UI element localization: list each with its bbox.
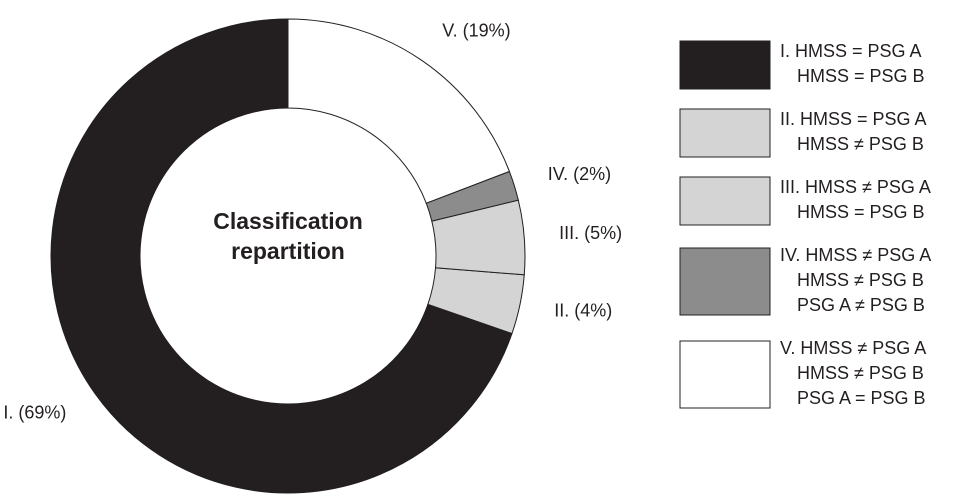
center-label: Classification — [213, 208, 363, 234]
legend-label: PSG A = PSG B — [797, 388, 926, 408]
data-label: III. (5%) — [559, 223, 622, 243]
legend-label: III. HMSS ≠ PSG A — [780, 177, 931, 197]
legend-swatch — [679, 340, 771, 409]
data-label: I. (69%) — [3, 403, 66, 423]
legend-swatch — [679, 40, 771, 90]
legend-swatch — [679, 108, 771, 158]
legend-label: V. HMSS ≠ PSG A — [780, 338, 926, 358]
legend-label: II. HMSS = PSG A — [780, 109, 927, 129]
legend-label: HMSS = PSG B — [797, 202, 925, 222]
legend-swatch — [679, 247, 771, 316]
legend-label: PSG A ≠ PSG B — [797, 295, 925, 315]
legend-label: HMSS ≠ PSG B — [797, 134, 924, 154]
legend-swatch — [679, 176, 771, 226]
legend-label: HMSS = PSG B — [797, 66, 925, 86]
data-label: V. (19%) — [442, 21, 510, 41]
center-label: repartition — [231, 238, 345, 264]
legend-label: HMSS ≠ PSG B — [797, 270, 924, 290]
donut-segment — [50, 18, 513, 494]
data-label: II. (4%) — [554, 300, 612, 320]
legend-label: I. HMSS = PSG A — [780, 41, 922, 61]
legend-label: HMSS ≠ PSG B — [797, 363, 924, 383]
donut-segment — [287, 18, 511, 204]
legend-label: IV. HMSS ≠ PSG A — [780, 245, 931, 265]
data-label: IV. (2%) — [548, 164, 611, 184]
